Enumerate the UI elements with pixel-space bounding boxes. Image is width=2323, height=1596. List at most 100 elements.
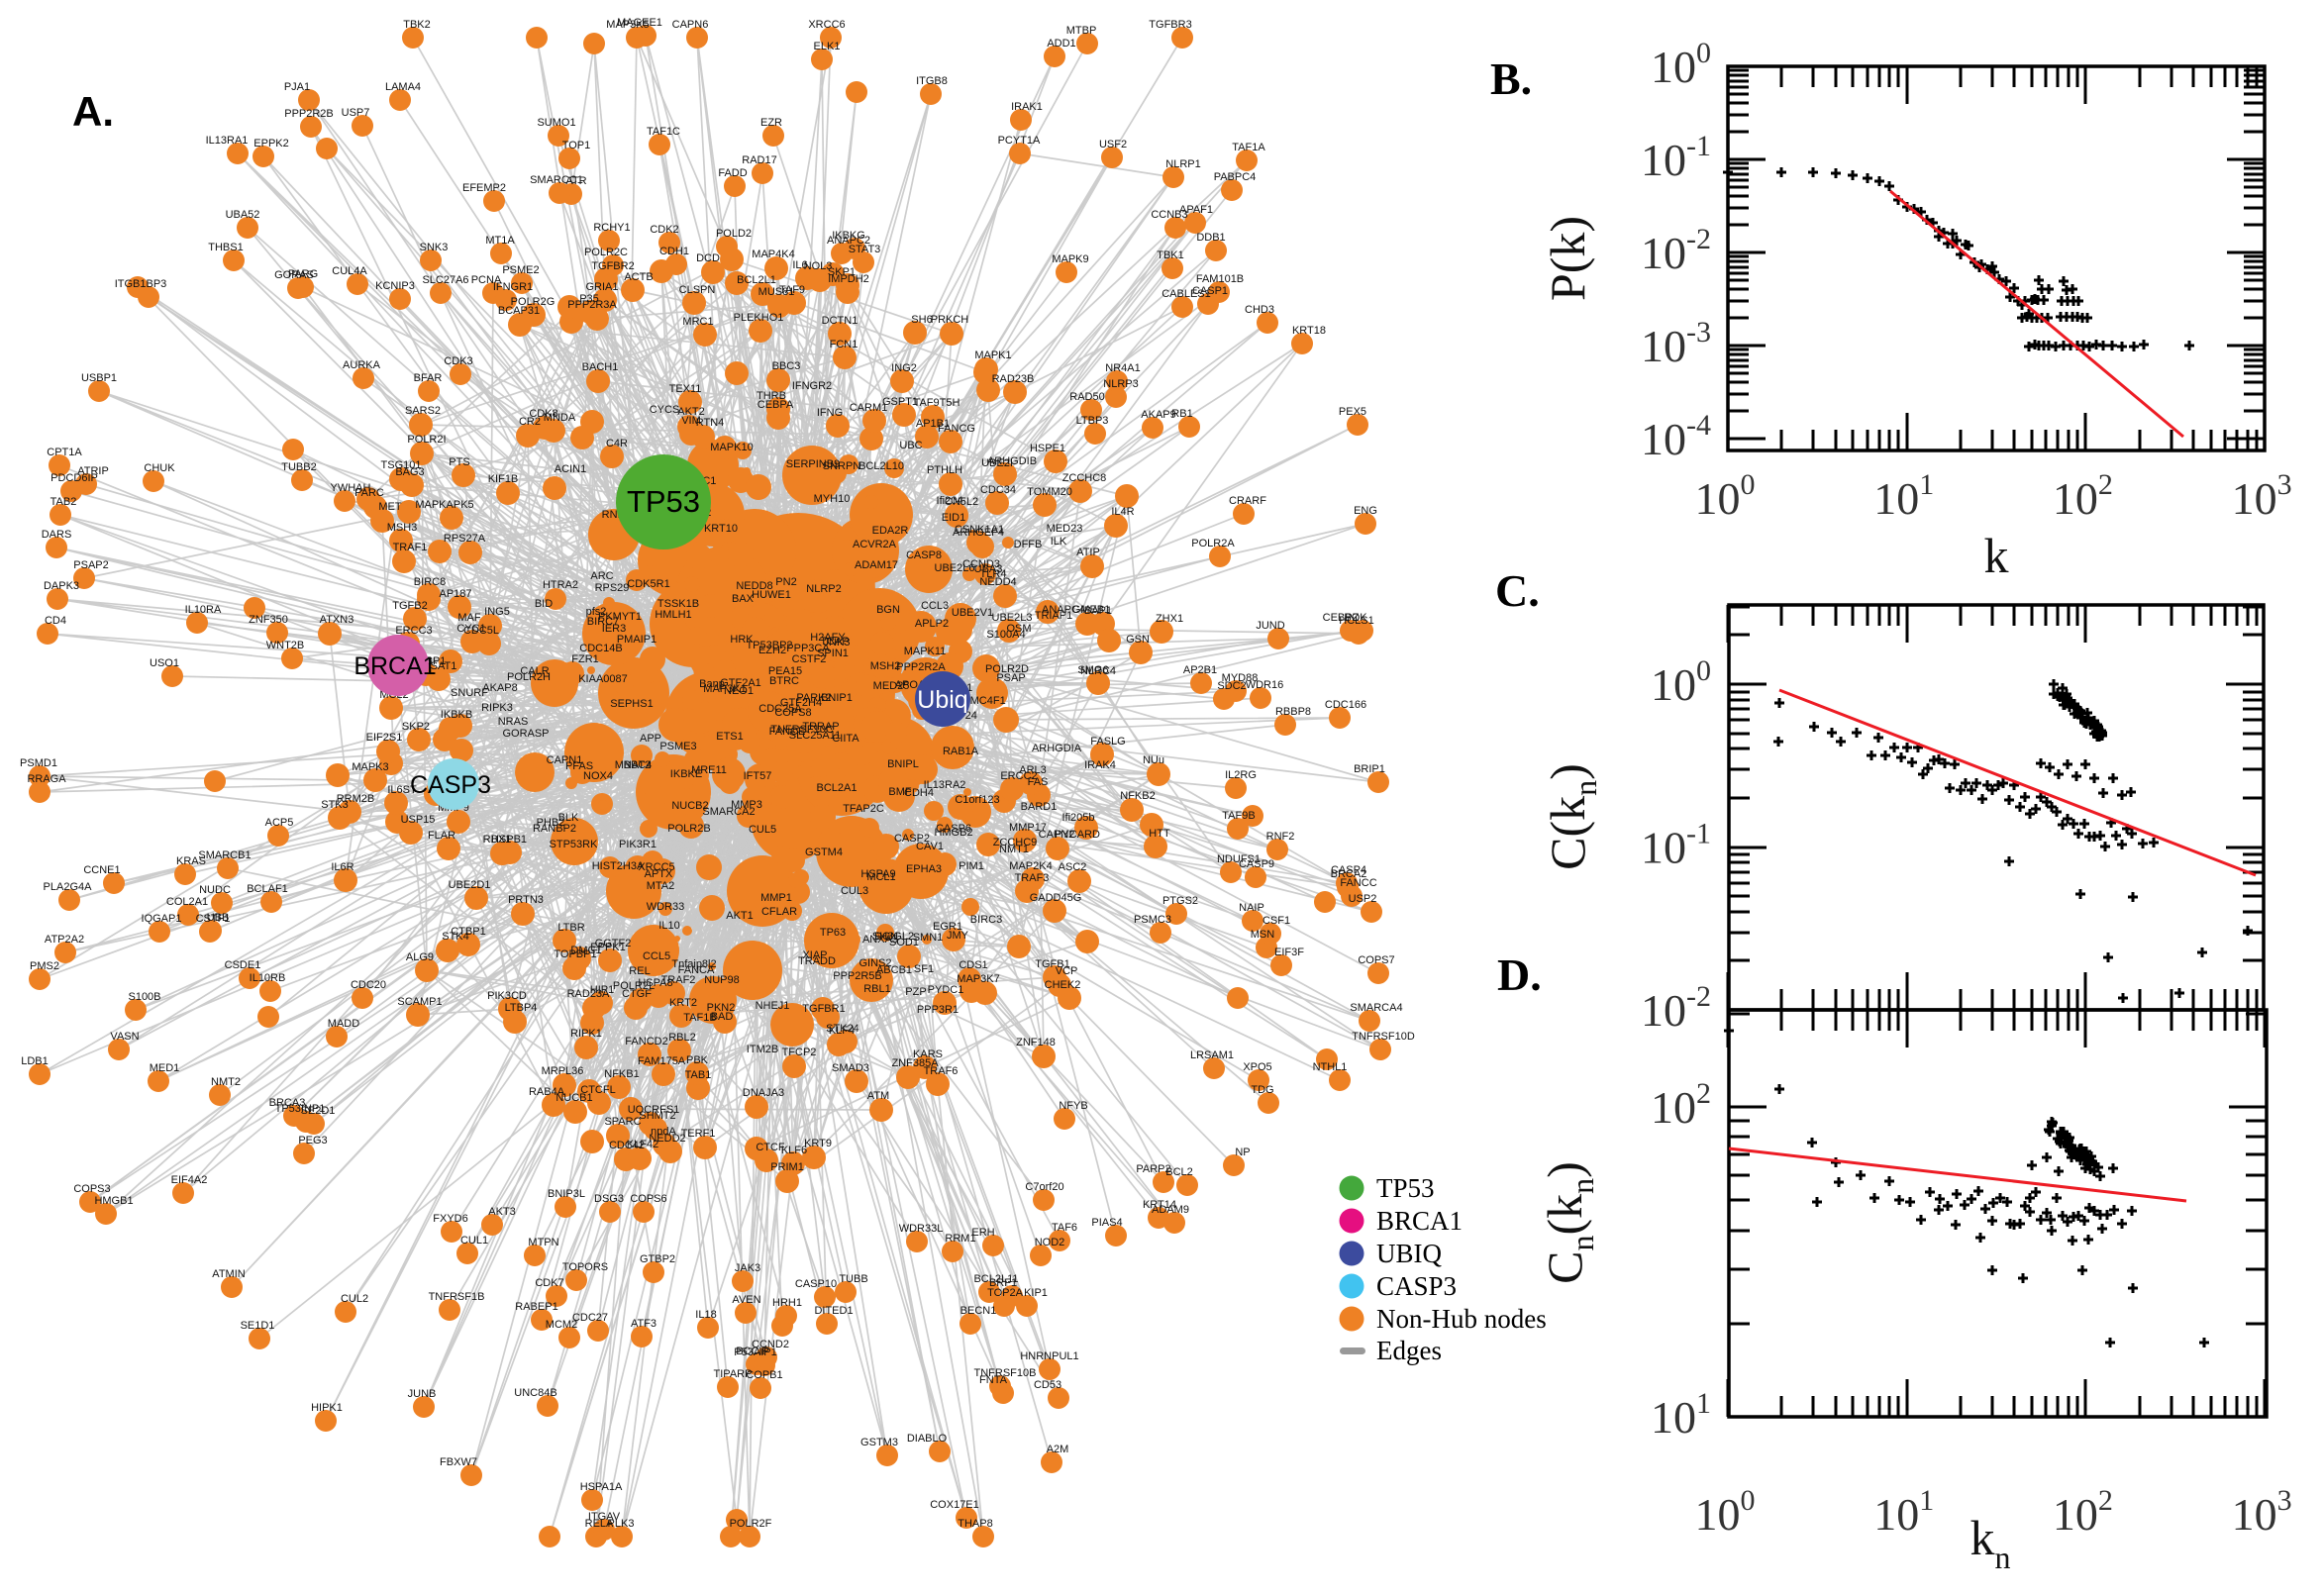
svg-text:CHD3: CHD3 bbox=[1245, 304, 1274, 316]
svg-text:Edges: Edges bbox=[1376, 1336, 1442, 1365]
svg-text:CASP9: CASP9 bbox=[1239, 858, 1274, 870]
svg-text:EIF4A2: EIF4A2 bbox=[171, 1174, 208, 1186]
svg-text:AKAP9: AKAP9 bbox=[1141, 409, 1175, 421]
svg-text:EID1: EID1 bbox=[942, 512, 965, 524]
svg-text:ARL3: ARL3 bbox=[1019, 764, 1047, 776]
svg-text:SMARCC1: SMARCC1 bbox=[530, 174, 583, 186]
svg-text:CR2: CR2 bbox=[519, 416, 541, 428]
svg-text:MSH2: MSH2 bbox=[870, 660, 901, 672]
svg-text:STK24: STK24 bbox=[826, 1023, 859, 1035]
svg-text:KIP1: KIP1 bbox=[1024, 1287, 1048, 1299]
svg-text:DCTN1: DCTN1 bbox=[822, 315, 858, 327]
svg-text:COPS7: COPS7 bbox=[1358, 954, 1394, 966]
svg-text:CALR: CALR bbox=[520, 665, 549, 677]
svg-text:ZCCHC8: ZCCHC8 bbox=[1062, 472, 1107, 484]
svg-text:UBE2D1: UBE2D1 bbox=[449, 879, 491, 891]
svg-text:CAPN2: CAPN2 bbox=[1039, 829, 1075, 841]
svg-text:BBC4: BBC4 bbox=[624, 759, 653, 771]
svg-text:NHEJ1: NHEJ1 bbox=[756, 1000, 790, 1012]
svg-text:Cn(kn): Cn(kn) bbox=[1537, 1161, 1600, 1284]
svg-text:RBX1: RBX1 bbox=[483, 834, 512, 846]
svg-text:PLA2G4A: PLA2G4A bbox=[44, 881, 93, 893]
svg-text:BCL2L10: BCL2L10 bbox=[858, 460, 904, 472]
svg-text:FASLG: FASLG bbox=[1090, 736, 1125, 748]
svg-text:PN2: PN2 bbox=[775, 576, 796, 588]
svg-text:RABEP1: RABEP1 bbox=[515, 1301, 557, 1313]
svg-text:CUL4A: CUL4A bbox=[332, 265, 367, 277]
svg-text:ATF3: ATF3 bbox=[631, 1318, 656, 1330]
svg-text:SH6: SH6 bbox=[911, 314, 932, 326]
svg-text:BRIP1: BRIP1 bbox=[1354, 763, 1385, 775]
svg-text:HMGB1: HMGB1 bbox=[94, 1195, 133, 1207]
svg-text:TBK1: TBK1 bbox=[1157, 249, 1184, 261]
svg-text:SMC4F1: SMC4F1 bbox=[962, 695, 1005, 707]
svg-text:PKN2: PKN2 bbox=[707, 1002, 736, 1014]
svg-text:CRARF: CRARF bbox=[1229, 495, 1266, 507]
svg-text:MAP3K1: MAP3K1 bbox=[703, 683, 746, 695]
svg-text:PLK3: PLK3 bbox=[608, 1518, 635, 1530]
svg-text:SMAD3: SMAD3 bbox=[832, 1062, 869, 1074]
svg-text:CDC166: CDC166 bbox=[1325, 699, 1366, 711]
svg-text:GSTM3: GSTM3 bbox=[860, 1437, 898, 1448]
svg-text:BAG3: BAG3 bbox=[395, 466, 424, 478]
svg-text:USP7: USP7 bbox=[342, 107, 370, 119]
svg-text:UNC84B: UNC84B bbox=[514, 1387, 556, 1399]
svg-text:C4R: C4R bbox=[606, 438, 628, 449]
svg-text:PPP3CA: PPP3CA bbox=[786, 643, 830, 654]
svg-text:IKBKB: IKBKB bbox=[441, 709, 472, 721]
svg-text:LAMA4: LAMA4 bbox=[385, 81, 421, 93]
svg-text:GSTM4: GSTM4 bbox=[805, 847, 843, 858]
svg-text:ZNF148: ZNF148 bbox=[1016, 1037, 1056, 1048]
svg-text:A2M: A2M bbox=[1047, 1444, 1069, 1455]
svg-text:PARP2: PARP2 bbox=[1136, 1163, 1170, 1175]
svg-text:RTN4: RTN4 bbox=[696, 417, 725, 429]
svg-text:ARHGEF4: ARHGEF4 bbox=[953, 527, 1004, 539]
svg-text:IL18: IL18 bbox=[695, 1309, 716, 1321]
svg-text:SHMT2: SHMT2 bbox=[639, 1110, 675, 1122]
svg-text:KLF4: KLF4 bbox=[829, 1025, 855, 1037]
svg-text:TAF9T5H: TAF9T5H bbox=[914, 397, 960, 409]
svg-text:VCP: VCP bbox=[1056, 965, 1078, 977]
svg-text:BCL2A1: BCL2A1 bbox=[817, 782, 858, 794]
svg-text:JMY: JMY bbox=[947, 930, 969, 942]
svg-text:TAF1C: TAF1C bbox=[647, 126, 680, 138]
svg-text:FCN1: FCN1 bbox=[830, 339, 858, 350]
svg-text:ATM: ATM bbox=[867, 1090, 889, 1102]
svg-text:CAV1: CAV1 bbox=[916, 841, 944, 852]
svg-text:MAP4K4: MAP4K4 bbox=[752, 249, 794, 260]
svg-text:CD4: CD4 bbox=[45, 615, 66, 627]
svg-text:PRTN3: PRTN3 bbox=[508, 894, 544, 906]
svg-text:BMF: BMF bbox=[888, 786, 912, 798]
svg-text:PRIM1: PRIM1 bbox=[770, 1161, 804, 1173]
svg-text:BNIP3L: BNIP3L bbox=[548, 1188, 585, 1200]
svg-text:TAF9B: TAF9B bbox=[1222, 810, 1255, 822]
svg-text:PSAP2: PSAP2 bbox=[73, 559, 108, 571]
svg-text:RRM1: RRM1 bbox=[945, 1233, 975, 1245]
svg-text:FANCA: FANCA bbox=[678, 964, 715, 976]
svg-text:ATIP: ATIP bbox=[1076, 547, 1100, 558]
svg-text:TSG101: TSG101 bbox=[381, 459, 422, 471]
svg-text:NLRP2: NLRP2 bbox=[806, 583, 841, 595]
svg-text:NEDD8: NEDD8 bbox=[736, 580, 772, 592]
svg-text:C1orf123: C1orf123 bbox=[955, 794, 999, 806]
svg-text:CCNE1: CCNE1 bbox=[83, 864, 120, 876]
svg-text:PIAS4: PIAS4 bbox=[1091, 1217, 1122, 1229]
svg-text:SE2D1: SE2D1 bbox=[301, 1105, 336, 1117]
svg-text:PSAP: PSAP bbox=[996, 672, 1025, 684]
svg-text:TUBB: TUBB bbox=[839, 1273, 867, 1285]
svg-text:MET: MET bbox=[378, 501, 402, 513]
svg-text:NUCB1: NUCB1 bbox=[556, 1092, 592, 1104]
svg-text:USO1: USO1 bbox=[150, 657, 179, 669]
svg-text:CSF1: CSF1 bbox=[1262, 915, 1290, 927]
svg-text:RNF2: RNF2 bbox=[1266, 831, 1295, 843]
svg-text:KIAA0087: KIAA0087 bbox=[578, 673, 628, 685]
svg-text:DITED1: DITED1 bbox=[814, 1305, 853, 1317]
svg-text:UBA3: UBA3 bbox=[974, 563, 1003, 575]
svg-text:FLAR: FLAR bbox=[428, 830, 455, 842]
svg-text:S100A4: S100A4 bbox=[986, 629, 1025, 641]
svg-text:MRPL36: MRPL36 bbox=[542, 1065, 584, 1077]
svg-text:TOMM20: TOMM20 bbox=[1027, 486, 1072, 498]
svg-text:MMP1: MMP1 bbox=[760, 892, 792, 904]
svg-text:PTHLH: PTHLH bbox=[927, 464, 962, 476]
svg-text:MYH10: MYH10 bbox=[814, 493, 851, 505]
